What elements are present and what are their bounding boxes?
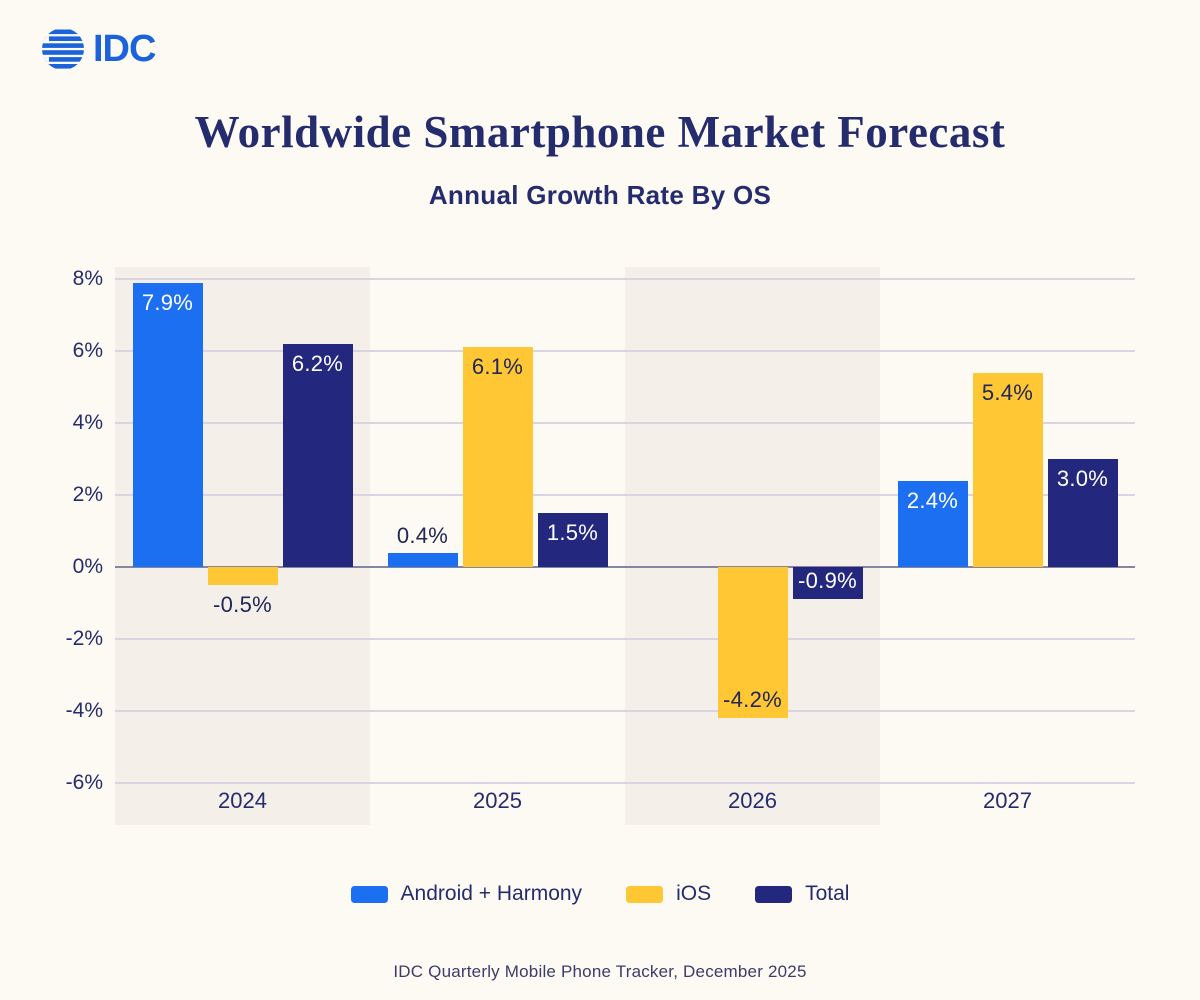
gridline-2 — [115, 638, 1135, 640]
bar-value-label-android-harmony-2025: 0.4% — [396, 522, 449, 548]
legend-item-total: Total — [755, 882, 849, 906]
bar-value-label-ios-2024: -0.5% — [213, 592, 272, 617]
bar-value-label-ios-2027: 5.4% — [981, 379, 1034, 405]
x-axis-label-2025: 2025 — [473, 788, 522, 813]
y-tick-label-6: 6% — [72, 339, 103, 362]
y-tick-label-2: -2% — [65, 627, 103, 650]
y-tick-label-4: -4% — [65, 699, 103, 722]
legend-label-android-harmony: Android + Harmony — [400, 882, 583, 905]
idc-logo: IDC — [40, 26, 156, 72]
y-tick-label-6: -6% — [65, 771, 103, 794]
bar-value-label-android-harmony-2027: 2.4% — [906, 487, 959, 513]
y-tick-label-0: 0% — [72, 555, 103, 578]
y-tick-label-2: 2% — [72, 483, 103, 506]
legend-label-total: Total — [805, 882, 850, 905]
x-axis-label-2027: 2027 — [983, 788, 1032, 813]
bar-android-harmony-2025 — [387, 552, 458, 567]
bar-total-2024 — [282, 343, 353, 567]
bar-total-2026 — [792, 567, 863, 600]
legend-swatch-android-harmony — [350, 885, 388, 903]
idc-globe-icon — [42, 29, 84, 69]
page-subtitle: Annual Growth Rate By OS — [428, 180, 772, 210]
gridline-6 — [115, 782, 1135, 784]
legend-swatch-total — [755, 885, 793, 903]
x-axis-label-2026: 2026 — [728, 788, 777, 813]
gridline-4 — [115, 422, 1135, 424]
gridline-2 — [115, 494, 1135, 496]
bar-ios-2024 — [207, 567, 278, 585]
source-note: IDC Quarterly Mobile Phone Tracker, Dece… — [393, 962, 807, 981]
bar-value-label-total-2026: -0.9% — [798, 568, 857, 594]
bar-total-2025 — [537, 513, 608, 567]
idc-logo-text: IDC — [93, 28, 156, 70]
bar-android-harmony-2027 — [897, 480, 968, 567]
bar-android-harmony-2024 — [132, 282, 203, 567]
bar-value-label-ios-2025: 6.1% — [471, 354, 524, 380]
bar-value-label-android-harmony-2024: 7.9% — [141, 289, 194, 315]
legend: Android + Harmony iOS Total — [0, 882, 1200, 906]
column-highlight-band-2026 — [625, 267, 880, 825]
bar-total-2027 — [1047, 459, 1118, 567]
bar-ios-2025 — [462, 347, 533, 567]
bar-value-label-total-2024: 6.2% — [291, 350, 344, 376]
bar-value-label-total-2027: 3.0% — [1056, 466, 1109, 491]
page-title: Worldwide Smartphone Market Forecast — [194, 107, 1006, 157]
legend-item-android-harmony: Android + Harmony — [350, 882, 583, 906]
legend-swatch-ios — [626, 885, 664, 903]
bar-value-label-ios-2026: -4.2% — [723, 687, 782, 713]
x-axis-label-2024: 2024 — [218, 788, 267, 813]
y-tick-label-4: 4% — [72, 411, 103, 434]
bar-value-label-total-2025: 1.5% — [546, 520, 599, 545]
legend-label-ios: iOS — [676, 882, 712, 905]
bar-ios-2027 — [972, 372, 1043, 567]
gridline-8 — [115, 278, 1135, 280]
y-tick-label-8: 8% — [72, 267, 103, 290]
bar-ios-2026 — [717, 567, 788, 719]
gridline-6 — [115, 350, 1135, 352]
legend-item-ios: iOS — [626, 882, 711, 906]
gridline-4 — [115, 710, 1135, 712]
gridline-0 — [115, 566, 1135, 568]
